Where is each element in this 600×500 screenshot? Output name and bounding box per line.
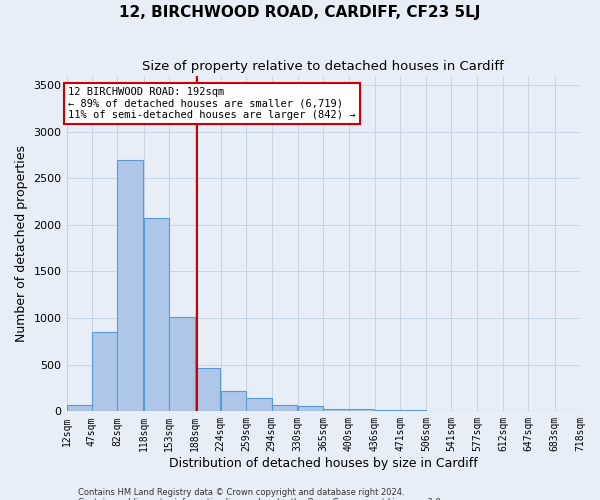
Bar — [298, 406, 323, 411]
Bar — [400, 410, 426, 412]
Bar — [375, 410, 400, 412]
Bar — [143, 218, 169, 412]
Bar — [323, 408, 349, 412]
Bar — [194, 368, 220, 412]
X-axis label: Distribution of detached houses by size in Cardiff: Distribution of detached houses by size … — [169, 457, 478, 470]
Bar — [349, 409, 374, 412]
Bar — [92, 332, 118, 411]
Bar — [272, 405, 297, 411]
Text: Contains HM Land Registry data © Crown copyright and database right 2024.: Contains HM Land Registry data © Crown c… — [78, 488, 404, 497]
Bar — [169, 317, 194, 412]
Bar — [67, 406, 92, 411]
Bar — [221, 391, 246, 411]
Title: Size of property relative to detached houses in Cardiff: Size of property relative to detached ho… — [142, 60, 504, 73]
Text: Contains public sector information licensed under the Open Government Licence v3: Contains public sector information licen… — [78, 498, 443, 500]
Bar — [118, 160, 143, 412]
Bar — [246, 398, 272, 411]
Text: 12, BIRCHWOOD ROAD, CARDIFF, CF23 5LJ: 12, BIRCHWOOD ROAD, CARDIFF, CF23 5LJ — [119, 5, 481, 20]
Y-axis label: Number of detached properties: Number of detached properties — [15, 145, 28, 342]
Text: 12 BIRCHWOOD ROAD: 192sqm
← 89% of detached houses are smaller (6,719)
11% of se: 12 BIRCHWOOD ROAD: 192sqm ← 89% of detac… — [68, 86, 355, 120]
